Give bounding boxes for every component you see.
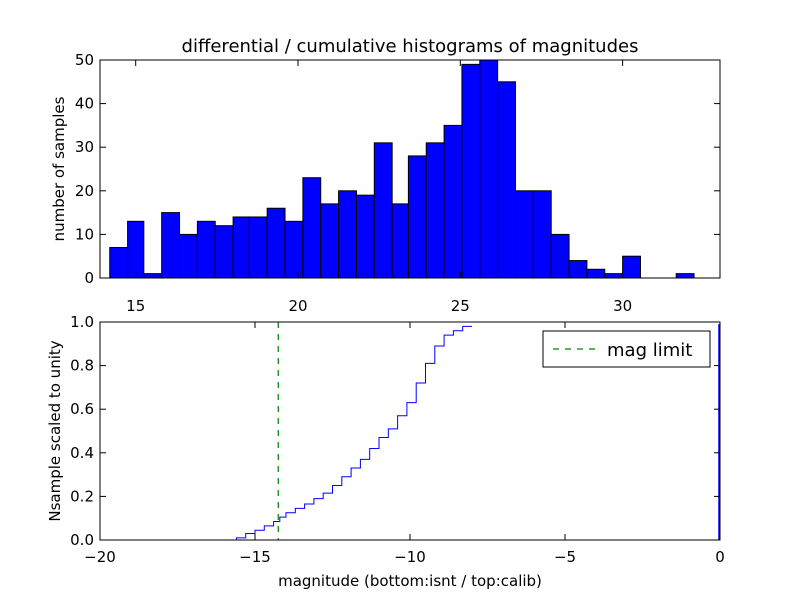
histogram-bar bbox=[622, 255, 641, 279]
top-y-tick-label: 50 bbox=[75, 51, 94, 69]
top-x-tick-label: 25 bbox=[451, 297, 470, 315]
histogram-bar bbox=[373, 142, 393, 279]
legend-mag-limit-label: mag limit bbox=[607, 340, 692, 361]
histogram-bar bbox=[497, 81, 516, 279]
histogram-bar bbox=[461, 63, 481, 279]
bottom-y-tick-label: 0.6 bbox=[70, 400, 94, 418]
histogram-bar bbox=[443, 124, 463, 279]
bottom-plot-frame bbox=[99, 321, 721, 541]
legend: mag limit bbox=[542, 330, 711, 368]
histogram-bar bbox=[266, 207, 286, 279]
histogram-bar bbox=[532, 190, 552, 279]
histogram-bar bbox=[196, 220, 216, 279]
cumulative-series bbox=[100, 322, 720, 541]
top-y-tick-label: 0 bbox=[84, 269, 94, 287]
histogram-bar bbox=[214, 225, 234, 279]
histogram-bar bbox=[161, 212, 181, 279]
top-y-tick-label: 40 bbox=[75, 95, 94, 113]
bottom-y-tick-label: 0.2 bbox=[70, 487, 94, 505]
bottom-x-tick-label: −15 bbox=[239, 548, 271, 566]
cumulative-step-line bbox=[100, 325, 472, 541]
histogram-bar bbox=[143, 273, 163, 279]
histogram-bar bbox=[479, 59, 499, 279]
histogram-bar bbox=[179, 233, 198, 279]
bottom-x-tick-label: 0 bbox=[715, 548, 725, 566]
histogram-bar bbox=[586, 268, 606, 279]
histogram-bar bbox=[338, 190, 357, 279]
top-axis-ticks: 15 20 25 30 0 10 20 30 40 50 bbox=[75, 51, 720, 315]
histogram-bar bbox=[568, 260, 588, 279]
histogram-bar bbox=[109, 246, 129, 279]
top-x-tick-label: 30 bbox=[613, 297, 632, 315]
bottom-y-tick-label: 1.0 bbox=[70, 313, 94, 331]
histogram-bar bbox=[320, 203, 340, 279]
histogram-bar bbox=[391, 203, 409, 279]
top-y-tick-label: 20 bbox=[75, 182, 94, 200]
histogram-bar bbox=[302, 177, 322, 279]
histogram-bar bbox=[284, 220, 304, 279]
bottom-y-axis-label: Nsample scaled to unity bbox=[46, 340, 64, 521]
top-x-tick-label: 15 bbox=[126, 297, 145, 315]
bottom-x-tick-label: −10 bbox=[394, 548, 426, 566]
histogram-bars bbox=[109, 59, 695, 279]
histogram-bar bbox=[248, 216, 268, 279]
histogram-bar bbox=[604, 273, 624, 279]
histogram-bar bbox=[127, 220, 145, 279]
top-y-tick-label: 10 bbox=[75, 225, 94, 243]
bottom-x-axis-label: magnitude (bottom:isnt / top:calib) bbox=[278, 572, 542, 590]
histogram-bar bbox=[425, 142, 445, 279]
top-chart-title: differential / cumulative histograms of … bbox=[182, 36, 639, 57]
bottom-axis-ticks: −20 −15 −10 −5 0 0.0 0.2 0.4 0.6 0.8 1.0 bbox=[70, 313, 725, 566]
histogram-bar bbox=[355, 194, 375, 279]
top-plot-frame bbox=[99, 59, 721, 279]
bottom-x-tick-label: −20 bbox=[84, 548, 116, 566]
top-y-axis-label: number of samples bbox=[50, 96, 68, 241]
histogram-bar bbox=[407, 155, 427, 279]
histogram-bar bbox=[232, 216, 250, 279]
histogram-bar bbox=[550, 233, 570, 279]
bottom-x-tick-label: −5 bbox=[554, 548, 576, 566]
histogram-bar bbox=[675, 273, 695, 279]
top-y-tick-label: 30 bbox=[75, 138, 94, 156]
top-x-tick-label: 20 bbox=[288, 297, 307, 315]
bottom-y-tick-label: 0.4 bbox=[70, 444, 94, 462]
bottom-y-tick-label: 0.0 bbox=[70, 531, 94, 549]
bottom-y-tick-label: 0.8 bbox=[70, 357, 94, 375]
histogram-bar bbox=[514, 190, 534, 279]
